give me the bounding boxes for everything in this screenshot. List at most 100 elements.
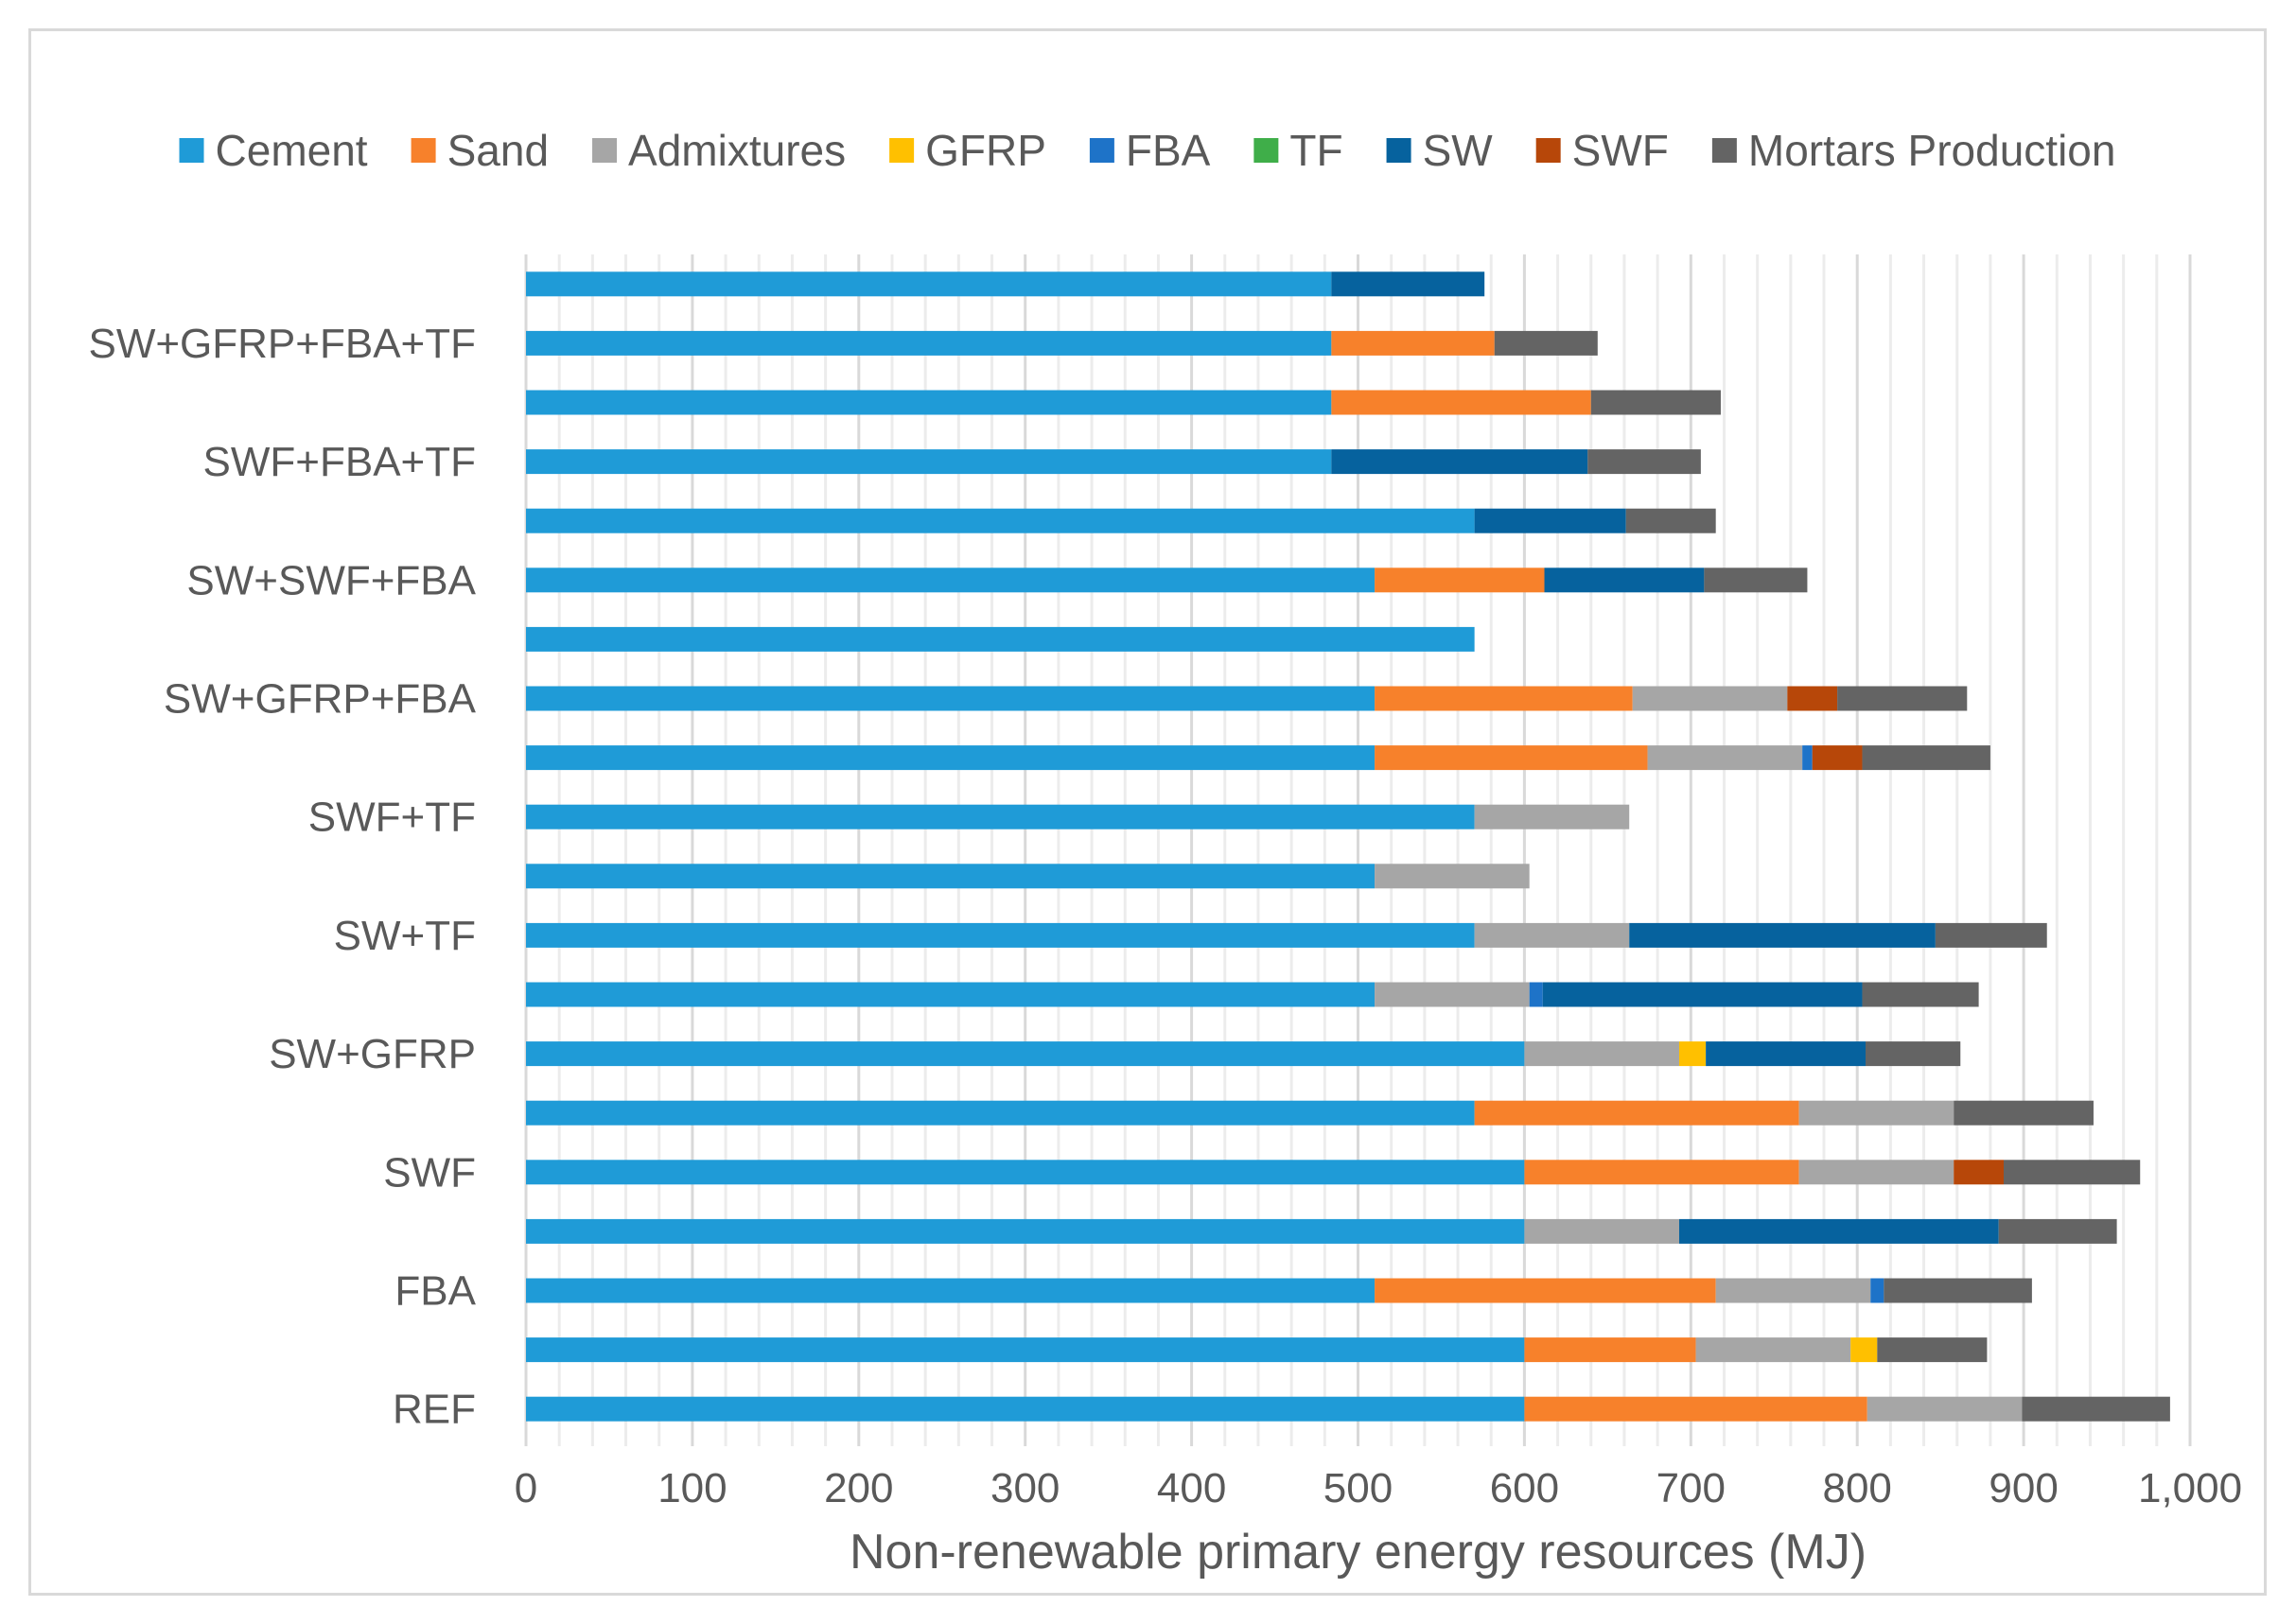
gridlines [524,254,2192,1446]
bar-segment-cement [526,271,1332,297]
bar-segment-sw [1542,982,1863,1007]
bar-segment-admixtures [1867,1396,2023,1422]
category-label: SWF+FBA+TF [203,439,476,485]
legend-label: Mortars Production [1748,126,2116,175]
legend-label: Sand [447,126,549,175]
bar-segment-cement [526,745,1376,771]
bar-segment-cement [526,508,1475,533]
bar-segment-sand [1524,1160,1799,1185]
bar-segment-mortars-production [1837,686,1968,711]
bar-segment-mortars-production [1862,982,1979,1007]
bar-segment-sand [1375,686,1633,711]
bar-segment-cement [526,390,1332,415]
bar-segment-admixtures [1474,804,1630,829]
x-tick-label: 500 [1323,1465,1393,1511]
bar-segment-sw [1629,922,1936,948]
legend-item: Sand [411,126,549,175]
x-tick-label: 100 [657,1465,727,1511]
bar-segment-swf [1787,686,1838,711]
legend-swatch [1711,138,1737,163]
bar-segment-cement [526,626,1475,652]
bar-segment-mortars-production [1704,568,1808,593]
category-label: SW+SWF+FBA [186,557,476,603]
bar-segment-swf [1954,1160,2004,1185]
legend-swatch [1089,138,1114,163]
bar-segment-cement [526,1100,1475,1126]
x-tick-label: 0 [515,1465,537,1511]
legend-item: TF [1253,126,1343,175]
legend-item: GFRP [889,126,1046,175]
bar-segment-admixtures [1524,1218,1679,1244]
legend-swatch [411,138,436,163]
x-tick-label: 1,000 [2138,1465,2242,1511]
bar-segment-sand [1375,1278,1716,1303]
x-tick-label: 200 [824,1465,893,1511]
legend-item: Admixtures [592,126,846,175]
bar-segment-cement [526,568,1376,593]
bar-segment-mortars-production [1954,1100,2094,1126]
legend-swatch [179,138,204,163]
legend-label: Admixtures [628,126,846,175]
bar-segment-mortars-production [1862,745,1990,771]
bar-segment-admixtures [1632,686,1788,711]
bar-segment-sw [1474,508,1626,533]
bar-segment-fba [1802,745,1813,771]
bars [526,271,2170,1422]
bar-segment-mortars-production [1865,1041,1961,1067]
legend-item: FBA [1089,126,1211,175]
bar-segment-cement [526,922,1475,948]
bar-segment-admixtures [1798,1160,1954,1185]
legend-label: FBA [1126,126,1211,175]
legend-label: TF [1289,126,1342,175]
category-label: SWF+TF [308,795,476,841]
category-label: SW+GFRP+FBA [164,676,477,723]
category-label: FBA [394,1268,476,1315]
bar-segment-sand [1375,745,1648,771]
bar-segment-sand [1331,390,1591,415]
bar-segment-sw [1706,1041,1866,1067]
bar-segment-mortars-production [1625,508,1716,533]
category-label: SW+TF [334,913,476,959]
legend-item: Mortars Production [1711,126,2116,175]
bar-segment-sand [1375,568,1545,593]
bar-segment-mortars-production [1494,330,1598,356]
bar-segment-mortars-production [2022,1396,2170,1422]
chart-frame: Cement Sand Admixtures GFRP FBA TF SW SWF Mortar… [28,28,2267,1596]
stacked-bar-chart: Cement Sand Admixtures GFRP FBA TF SW SWF Mortar… [88,126,2242,1580]
x-tick-label: 600 [1490,1465,1559,1511]
bar-segment-admixtures [1695,1337,1851,1363]
bar-segment-admixtures [1474,922,1630,948]
x-tick-label: 900 [1989,1465,2058,1511]
bar-segment-sw [1678,1218,1999,1244]
legend-swatch [889,138,915,163]
category-labels: REF FBA SWF SW+GFRP SW+TF SWF+TF SW+GFRP+FBA SW… [88,321,476,1433]
bar-segment-cement [526,1218,1525,1244]
bar-segment-cement [526,1396,1525,1422]
category-label: SWF [383,1149,476,1196]
x-tick-label: 800 [1822,1465,1891,1511]
bar-segment-sand [1331,330,1495,356]
bar-segment-admixtures [1375,864,1530,889]
bar-segment-swf [1812,745,1863,771]
bar-segment-sw [1331,449,1588,475]
legend-swatch [1386,138,1411,163]
bar-segment-sand [1474,1100,1799,1126]
category-label: SW+GFRP+FBA+TF [88,321,476,367]
x-axis-title: Non-renewable primary energy resources (… [850,1525,1867,1580]
legend-swatch [1253,138,1279,163]
bar-segment-cement [526,1337,1525,1363]
bar-segment-admixtures [1798,1100,1954,1126]
bar-segment-admixtures [1524,1041,1679,1067]
bar-segment-cement [526,449,1332,475]
bar-segment-mortars-production [1998,1218,2117,1244]
bar-segment-mortars-production [2003,1160,2141,1185]
bar-segment-cement [526,1041,1525,1067]
legend-swatch [592,138,618,163]
bar-segment-cement [526,1160,1525,1185]
category-label: REF [393,1387,476,1433]
bar-segment-admixtures [1375,982,1530,1007]
bar-segment-cement [526,864,1376,889]
legend-swatch [1535,138,1561,163]
bar-segment-mortars-production [1587,449,1701,475]
bar-segment-admixtures [1715,1278,1871,1303]
